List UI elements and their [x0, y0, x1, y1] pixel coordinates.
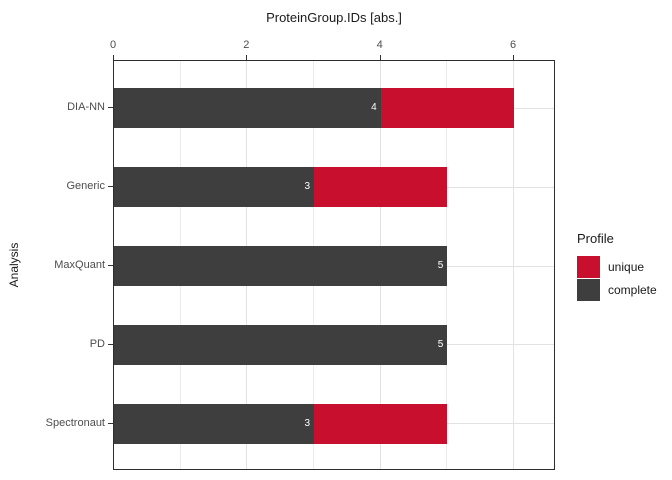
bar-segment-complete [114, 246, 448, 286]
legend-item: complete [577, 279, 657, 301]
legend: Profile unique complete [577, 231, 657, 302]
chart-title: ProteinGroup.IDs [abs.] [266, 10, 402, 25]
bar-value-label: 5 [437, 260, 444, 271]
legend-swatch-unique [577, 256, 600, 278]
bar-segment-unique [314, 403, 448, 444]
legend-item: unique [577, 256, 657, 278]
bar-segment-complete [114, 88, 381, 129]
bar-segment-complete [114, 324, 448, 365]
x-tick-mark [379, 55, 381, 60]
y-tick-label: Generic [66, 180, 105, 193]
legend-title: Profile [577, 231, 614, 246]
y-tick-label: PD [89, 337, 105, 350]
y-tick-label: DIA-NN [67, 101, 105, 114]
x-tick-mark [246, 55, 248, 60]
bar-segment-unique [380, 88, 514, 129]
y-tick-mark [108, 107, 113, 109]
legend-label: unique [608, 260, 645, 274]
gridline-x-major [513, 61, 514, 469]
bar-value-label: 3 [304, 417, 310, 429]
bar-segment-unique [314, 167, 448, 208]
bar-value-label: 5 [437, 338, 444, 350]
bar-segment-complete [114, 403, 314, 444]
plot-panel: 4 3 5 5 3 [113, 60, 555, 470]
bar-value-label: 3 [304, 181, 310, 193]
y-tick-mark [108, 422, 113, 424]
bar-value-label: 4 [371, 102, 377, 114]
y-tick-mark [108, 343, 113, 345]
legend-label: complete [608, 283, 657, 297]
x-tick-mark [513, 55, 514, 60]
legend-items: unique complete [577, 256, 657, 301]
x-tick-label: 0 [109, 39, 117, 51]
legend-swatch-complete [577, 279, 600, 301]
x-tick-label: 4 [376, 39, 383, 51]
y-tick-mark [108, 265, 113, 266]
x-tick-label: 2 [243, 39, 250, 51]
bar-segment-complete [114, 167, 314, 208]
y-tick-mark [108, 186, 113, 188]
x-tick-label: 6 [509, 39, 517, 51]
y-tick-label: MaxQuant [54, 259, 105, 271]
x-tick-mark [113, 55, 114, 60]
y-tick-label: Spectronaut [45, 416, 105, 429]
